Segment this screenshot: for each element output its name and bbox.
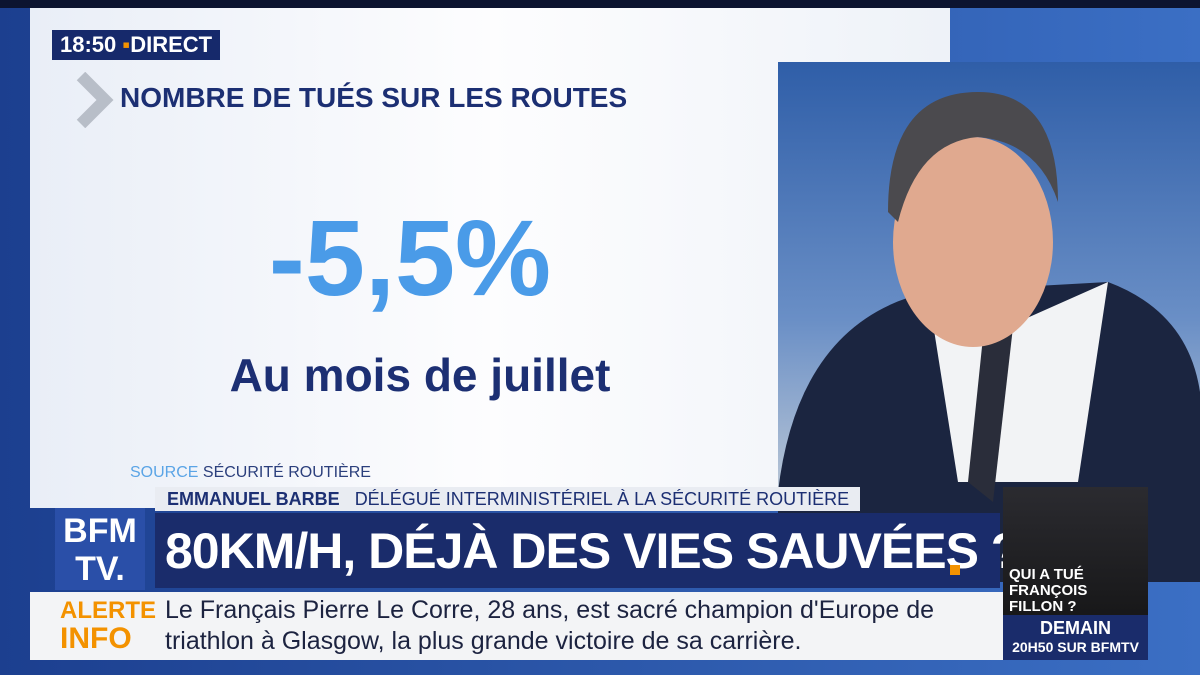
ticker-line: triathlon à Glasgow, la plus grande vict… — [165, 627, 802, 655]
alert-line-1: ALERTE — [60, 597, 156, 624]
headline-dot — [950, 565, 960, 575]
top-bar — [0, 0, 1200, 8]
alert-line-2: INFO — [60, 622, 132, 655]
source-name: SÉCURITÉ ROUTIÈRE — [202, 464, 371, 481]
source-label: SOURCE — [130, 464, 199, 481]
live-status: DIRECT — [130, 32, 213, 57]
ticker — [30, 592, 1005, 660]
headline: 80KM/H, DÉJÀ DES VIES SAUVÉES ? — [165, 523, 1021, 579]
guest-figure — [778, 92, 1200, 582]
alert-label: ALERTE INFO — [60, 597, 156, 655]
graphic-title: NOMBRE DE TUÉS SUR LES ROUTES — [120, 82, 628, 113]
figure: -5,5% — [268, 197, 552, 318]
promo-time: 20H50 SUR BFMTV — [1012, 639, 1139, 655]
promo-line: FILLON ? — [1009, 598, 1077, 615]
caption: Au mois de juillet — [229, 349, 611, 401]
time: 18:50 — [60, 32, 117, 57]
guest-name: EMMANUEL BARBE — [167, 489, 340, 509]
promo-line: QUI A TUÉ — [1009, 566, 1084, 583]
source: SOURCE SÉCURITÉ ROUTIÈRE — [130, 464, 371, 482]
clock: 18:50 ▪DIRECT — [52, 30, 221, 60]
promo: QUI A TUÉ FRANÇOIS FILLON ? DEMAIN 20H50… — [1003, 487, 1148, 660]
guest-role: DÉLÉGUÉ INTERMINISTÉRIEL À LA SÉCURITÉ R… — [354, 489, 850, 509]
logo: BFM TV. — [55, 508, 145, 590]
chevron — [76, 72, 114, 128]
promo-title: QUI A TUÉ FRANÇOIS FILLON ? — [1009, 567, 1087, 615]
headline-bar — [155, 513, 1000, 588]
ticker-text: Le Français Pierre Le Corre, 28 ans, est… — [165, 595, 934, 657]
name-bar: EMMANUEL BARBE DÉLÉGUÉ INTERMINISTÉRIEL … — [155, 487, 860, 511]
ticker-line: Le Français Pierre Le Corre, 28 ans, est… — [165, 596, 935, 624]
promo-day: DEMAIN — [1040, 618, 1111, 638]
logo-line-2: TV. — [75, 550, 125, 588]
promo-slot: DEMAIN 20H50 SUR BFMTV — [1003, 615, 1148, 660]
promo-line: FRANÇOIS — [1009, 582, 1088, 599]
logo-line-1: BFM — [63, 512, 137, 550]
